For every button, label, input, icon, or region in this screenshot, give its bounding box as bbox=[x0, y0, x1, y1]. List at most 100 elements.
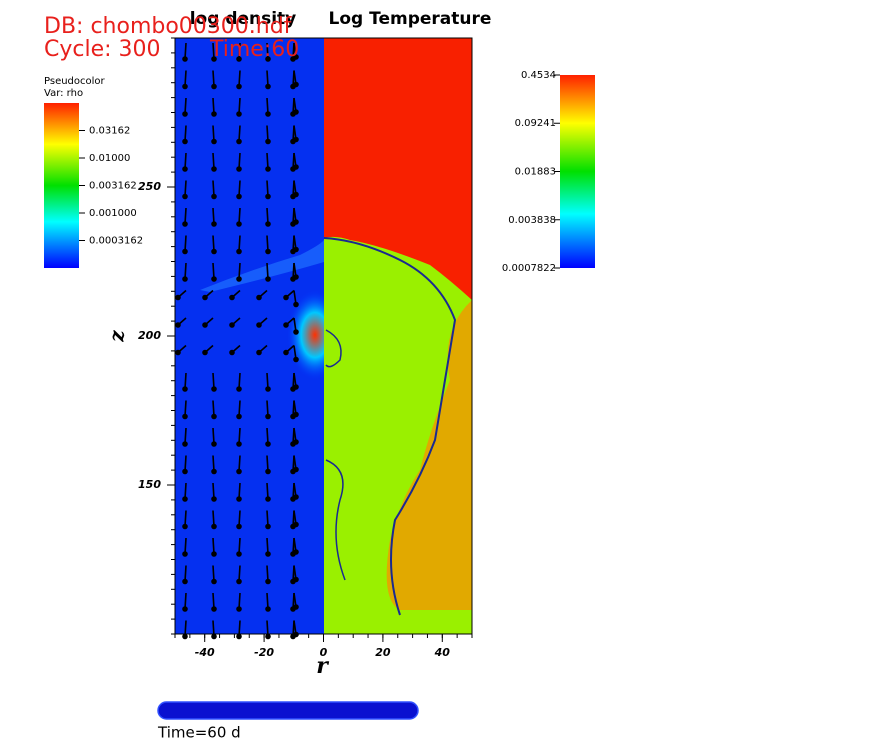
vector-head bbox=[182, 386, 188, 392]
legend-tick-label: 0.0007822 bbox=[502, 263, 556, 274]
vector-head bbox=[283, 349, 289, 356]
vector-head bbox=[236, 166, 242, 172]
vector-head bbox=[182, 248, 188, 255]
vector-head bbox=[211, 413, 217, 420]
vector-head bbox=[182, 551, 188, 557]
vector-head bbox=[182, 193, 188, 200]
vector-head bbox=[236, 468, 242, 475]
vector-head bbox=[211, 386, 217, 392]
vector-head bbox=[265, 276, 271, 282]
vector-head bbox=[283, 294, 289, 301]
legend-tick-label: 0.09241 bbox=[515, 118, 556, 129]
legend-tick-label: 0.01883 bbox=[515, 167, 556, 178]
vector-head bbox=[211, 83, 217, 90]
vector-head bbox=[236, 83, 242, 90]
legend-tick-label: 0.0003162 bbox=[89, 236, 143, 247]
legend-var: Var: rho bbox=[44, 88, 83, 99]
vector-head bbox=[236, 441, 242, 447]
vector-head bbox=[293, 301, 299, 308]
vector-head bbox=[202, 322, 208, 328]
vector-head bbox=[182, 523, 188, 530]
vector-head bbox=[182, 111, 188, 117]
vector-head bbox=[283, 322, 289, 328]
vector-head bbox=[265, 578, 271, 585]
vector-head bbox=[211, 496, 217, 502]
vector-head bbox=[229, 294, 235, 301]
vector-head bbox=[293, 576, 299, 583]
vector-head bbox=[265, 496, 271, 502]
vector-head bbox=[211, 111, 217, 117]
vector-head bbox=[256, 322, 262, 328]
vector-head bbox=[236, 193, 242, 200]
vector-head bbox=[202, 349, 208, 356]
vector-head bbox=[211, 551, 217, 557]
legend-tick-label: 0.003838 bbox=[508, 215, 556, 226]
vector-head bbox=[182, 413, 188, 420]
vector-head bbox=[265, 606, 271, 612]
vector-head bbox=[182, 56, 188, 62]
vector-head bbox=[293, 136, 299, 143]
time-label: Time:60 bbox=[209, 37, 299, 62]
x-tick-label: -20 bbox=[254, 646, 274, 659]
slider-label: Time=60 d bbox=[157, 724, 241, 742]
vector-head bbox=[293, 109, 299, 115]
vector-head bbox=[236, 138, 242, 145]
vector-head bbox=[293, 81, 299, 88]
vector-head bbox=[211, 166, 217, 172]
vector-head bbox=[175, 322, 181, 328]
vector-head bbox=[265, 166, 271, 172]
vector-head bbox=[293, 521, 299, 528]
vector-head bbox=[236, 578, 242, 585]
vector-head bbox=[293, 356, 299, 363]
vector-head bbox=[293, 329, 299, 335]
vector-head bbox=[293, 631, 299, 638]
vector-head bbox=[265, 523, 271, 530]
vector-head bbox=[293, 494, 299, 500]
vector-head bbox=[236, 633, 242, 640]
vector-head bbox=[293, 439, 299, 445]
vector-head bbox=[182, 441, 188, 447]
vector-head bbox=[182, 83, 188, 90]
vector-head bbox=[265, 138, 271, 145]
legend-tick-label: 0.003162 bbox=[89, 181, 137, 192]
vector-head bbox=[256, 294, 262, 301]
vector-head bbox=[265, 111, 271, 117]
y-axis-label: z bbox=[105, 330, 129, 343]
legend-tick-label: 0.4534 bbox=[521, 70, 556, 81]
vector-head bbox=[265, 248, 271, 255]
vector-head bbox=[265, 221, 271, 227]
vector-head bbox=[182, 468, 188, 475]
vector-head bbox=[211, 248, 217, 255]
vector-head bbox=[236, 56, 242, 62]
vector-head bbox=[182, 221, 188, 227]
vector-head bbox=[236, 413, 242, 420]
x-tick-label: 20 bbox=[375, 646, 391, 659]
vector-head bbox=[211, 468, 217, 475]
cycle-label: Cycle: 300 bbox=[44, 37, 161, 62]
vector-head bbox=[265, 56, 271, 62]
legend-tick-label: 0.01000 bbox=[89, 153, 130, 164]
x-tick-label: -40 bbox=[195, 646, 215, 659]
vector-head bbox=[211, 221, 217, 227]
vector-head bbox=[182, 166, 188, 172]
vector-head bbox=[293, 466, 299, 473]
vector-head bbox=[265, 468, 271, 475]
y-tick-label: 200 bbox=[138, 329, 161, 342]
vector-head bbox=[293, 274, 299, 280]
vector-head bbox=[265, 633, 271, 640]
y-tick-label: 150 bbox=[138, 478, 161, 491]
vector-head bbox=[236, 606, 242, 612]
vector-head bbox=[211, 56, 217, 62]
vector-head bbox=[229, 349, 235, 356]
legend-title: Pseudocolor bbox=[44, 76, 106, 87]
vector-head bbox=[182, 496, 188, 502]
left-title: log density bbox=[190, 9, 297, 29]
time-slider[interactable] bbox=[157, 701, 419, 720]
vector-head bbox=[293, 549, 299, 555]
vector-head bbox=[182, 606, 188, 612]
vector-head bbox=[265, 413, 271, 420]
vector-head bbox=[182, 276, 188, 282]
vector-head bbox=[236, 248, 242, 255]
y-tick-label: 250 bbox=[138, 180, 161, 193]
